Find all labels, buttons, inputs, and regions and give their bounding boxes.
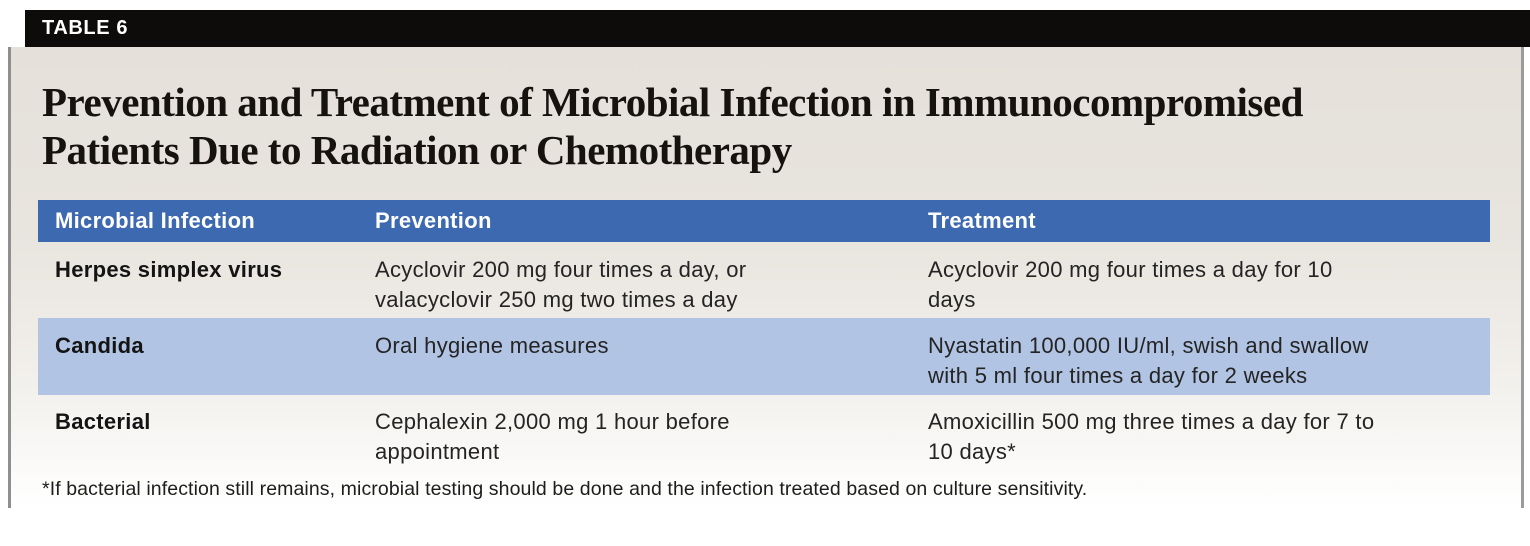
table-number-label: TABLE 6 xyxy=(42,17,129,39)
footnote: *If bacterial infection still remains, m… xyxy=(42,478,1088,500)
cell-prevention: Cephalexin 2,000 mg 1 hour before appoin… xyxy=(375,409,730,464)
cell-treatment: Acyclovir 200 mg four times a day for 10… xyxy=(928,257,1333,312)
table-header-row: Microbial Infection Prevention Treatment xyxy=(38,200,1490,242)
cell-prevention: Acyclovir 200 mg four times a day, or va… xyxy=(375,257,747,312)
table-title: Prevention and Treatment of Microbial In… xyxy=(42,79,1303,173)
content-panel xyxy=(8,47,1524,508)
cell-prevention: Oral hygiene measures xyxy=(375,333,609,358)
column-header-treatment: Treatment xyxy=(928,208,1036,233)
column-header-microbial-infection: Microbial Infection xyxy=(55,208,256,233)
cell-infection: Herpes simplex virus xyxy=(55,257,283,282)
cell-treatment: Nyastatin 100,000 IU/ml, swish and swall… xyxy=(928,333,1369,388)
table-number-bar: TABLE 6 xyxy=(25,10,1530,47)
data-table: Microbial Infection Prevention Treatment… xyxy=(38,200,1490,473)
cell-treatment: Amoxicillin 500 mg three times a day for… xyxy=(928,409,1375,464)
cell-infection: Candida xyxy=(55,333,144,358)
table-row-bacterial: Bacterial Cephalexin 2,000 mg 1 hour bef… xyxy=(38,395,1490,473)
column-header-prevention: Prevention xyxy=(375,208,492,233)
table-row-herpes: Herpes simplex virus Acyclovir 200 mg fo… xyxy=(38,242,1490,318)
table-row-candida: Candida Oral hygiene measures Nyastatin … xyxy=(38,318,1490,395)
cell-infection: Bacterial xyxy=(55,409,151,434)
